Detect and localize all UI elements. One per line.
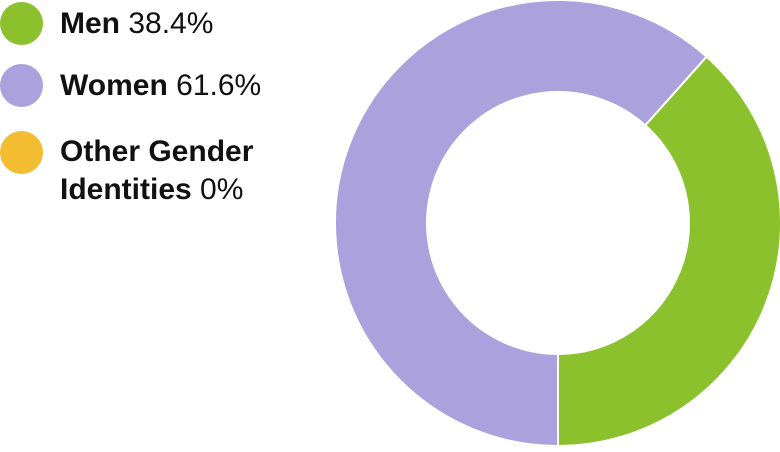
legend-name-women: Women [60, 69, 168, 102]
legend-item-other-gender-identities: Other Gender Identities 0% [0, 131, 300, 209]
legend-swatch-other-gender-identities [0, 131, 43, 174]
legend-name-men: Men [60, 7, 120, 40]
legend-label-other-gender-identities: Other Gender Identities 0% [60, 133, 300, 209]
legend-item-women: Women 61.6% [0, 64, 300, 107]
legend-label-women: Women 61.6% [60, 67, 300, 105]
legend-value-men: 38.4% [128, 7, 214, 40]
legend-item-men: Men 38.4% [0, 2, 300, 45]
legend-swatch-men [0, 2, 43, 45]
donut-slice-men [557, 55, 780, 448]
legend-name-other-gender-identities: Other Gender Identities [60, 135, 254, 206]
legend-value-women: 61.6% [176, 69, 262, 102]
legend-label-men: Men 38.4% [60, 5, 300, 43]
donut-slice-women [334, 0, 708, 448]
legend-value-other-gender-identities: 0% [200, 173, 244, 206]
donut-chart [334, 0, 780, 448]
legend-swatch-women [0, 64, 43, 107]
